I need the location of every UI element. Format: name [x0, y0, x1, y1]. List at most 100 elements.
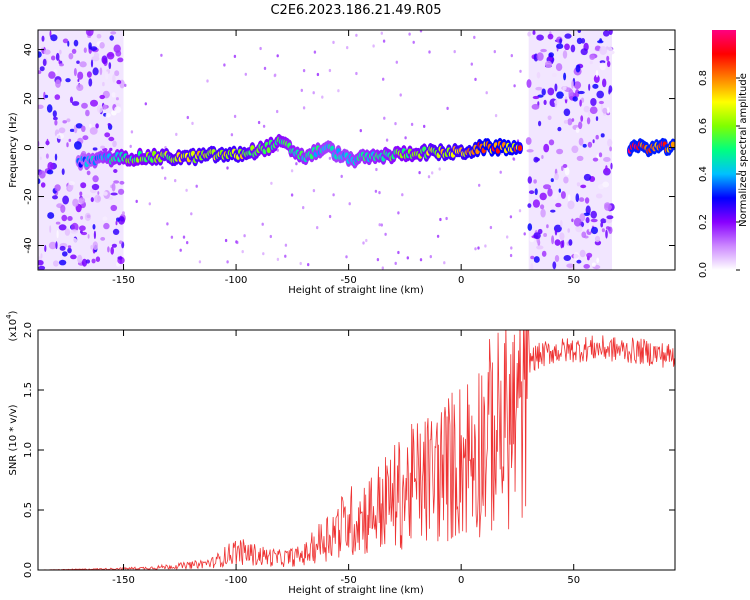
- noise-speck: [410, 122, 414, 126]
- noise-speck: [493, 50, 496, 54]
- noise-speck: [54, 94, 61, 100]
- noise-speck: [262, 124, 266, 128]
- noise-speck: [596, 90, 604, 99]
- noise-speck: [328, 156, 332, 160]
- noise-speck: [91, 258, 96, 264]
- noise-speck: [554, 228, 558, 236]
- noise-speck: [533, 179, 537, 184]
- noise-speck: [164, 176, 167, 180]
- noise-speck: [418, 171, 421, 175]
- noise-speck: [111, 243, 117, 248]
- noise-speck: [598, 152, 603, 158]
- noise-speck: [523, 232, 526, 236]
- noise-speck: [531, 103, 540, 110]
- noise-speck: [38, 104, 44, 109]
- noise-speck: [512, 157, 515, 161]
- noise-speck: [528, 190, 535, 195]
- noise-speck: [58, 259, 67, 266]
- noise-speck: [135, 199, 138, 203]
- noise-speck: [473, 35, 476, 40]
- noise-speck: [118, 188, 125, 195]
- noise-speck: [568, 88, 574, 98]
- noise-speck: [606, 55, 610, 62]
- noise-speck: [560, 220, 563, 228]
- noise-speck: [316, 72, 320, 77]
- noise-speck: [92, 147, 98, 151]
- noise-speck: [236, 240, 239, 245]
- noise-speck: [72, 198, 79, 207]
- noise-speck: [346, 46, 349, 50]
- noise-speck: [47, 161, 54, 171]
- noise-speck: [76, 84, 84, 91]
- noise-speck: [563, 176, 569, 184]
- noise-speck: [533, 232, 541, 240]
- noise-speck: [536, 52, 544, 61]
- noise-speck: [82, 135, 89, 141]
- noise-speck: [547, 33, 554, 40]
- noise-speck: [518, 209, 522, 213]
- colorbar-label: Normalized spectral amplitude: [738, 73, 749, 227]
- colorbar-gradient: [712, 30, 736, 270]
- noise-speck: [541, 155, 544, 159]
- noise-speck: [598, 100, 605, 105]
- noise-speck: [114, 106, 122, 114]
- noise-speck: [110, 192, 118, 196]
- noise-speck: [380, 223, 383, 227]
- noise-speck: [384, 232, 387, 236]
- noise-speck: [77, 254, 83, 264]
- noise-speck: [580, 184, 587, 189]
- noise-speck: [51, 55, 56, 61]
- noise-speck: [56, 230, 59, 239]
- noise-speck: [66, 142, 69, 148]
- noise-speck: [113, 180, 120, 184]
- noise-speck: [585, 205, 591, 215]
- noise-speck: [563, 120, 569, 124]
- noise-speck: [592, 157, 599, 162]
- spectrogram-y-tick-label: 40: [23, 43, 34, 56]
- noise-speck: [536, 71, 541, 79]
- noise-speck: [453, 50, 456, 54]
- noise-speck: [74, 141, 82, 150]
- noise-speck: [68, 138, 72, 142]
- noise-speck: [535, 86, 543, 91]
- noise-speck: [257, 120, 261, 125]
- noise-speck: [541, 250, 547, 257]
- noise-speck: [527, 31, 531, 37]
- noise-speck: [316, 226, 319, 230]
- noise-speck: [596, 257, 600, 264]
- noise-speck: [423, 124, 426, 128]
- noise-speck: [86, 71, 92, 78]
- noise-speck: [394, 122, 397, 126]
- noise-speck: [397, 211, 400, 215]
- noise-speck: [328, 214, 332, 219]
- noise-speck: [224, 238, 228, 243]
- noise-speck: [532, 95, 540, 100]
- noise-speck: [175, 132, 178, 136]
- noise-speck: [43, 49, 51, 55]
- noise-speck: [595, 134, 599, 140]
- noise-speck: [161, 166, 164, 170]
- noise-speck: [295, 162, 298, 166]
- noise-speck: [88, 42, 92, 50]
- noise-speck: [185, 188, 188, 192]
- noise-speck: [599, 38, 602, 43]
- noise-speck: [65, 78, 71, 83]
- noise-speck: [66, 118, 71, 123]
- noise-speck: [290, 193, 294, 197]
- noise-speck: [70, 237, 78, 244]
- noise-speck: [539, 192, 547, 201]
- noise-speck: [113, 169, 118, 173]
- noise-speck: [102, 104, 108, 110]
- noise-speck: [60, 204, 66, 213]
- noise-speck: [109, 35, 114, 41]
- noise-speck: [560, 191, 566, 199]
- noise-speck: [571, 80, 574, 89]
- noise-speck: [53, 260, 59, 267]
- noise-speck: [106, 51, 115, 60]
- noise-speck: [148, 202, 151, 206]
- snr-unit-label: (x104): [5, 310, 19, 341]
- noise-speck: [429, 255, 432, 259]
- noise-speck: [46, 104, 53, 113]
- noise-speck: [90, 46, 98, 51]
- noise-speck: [443, 261, 446, 265]
